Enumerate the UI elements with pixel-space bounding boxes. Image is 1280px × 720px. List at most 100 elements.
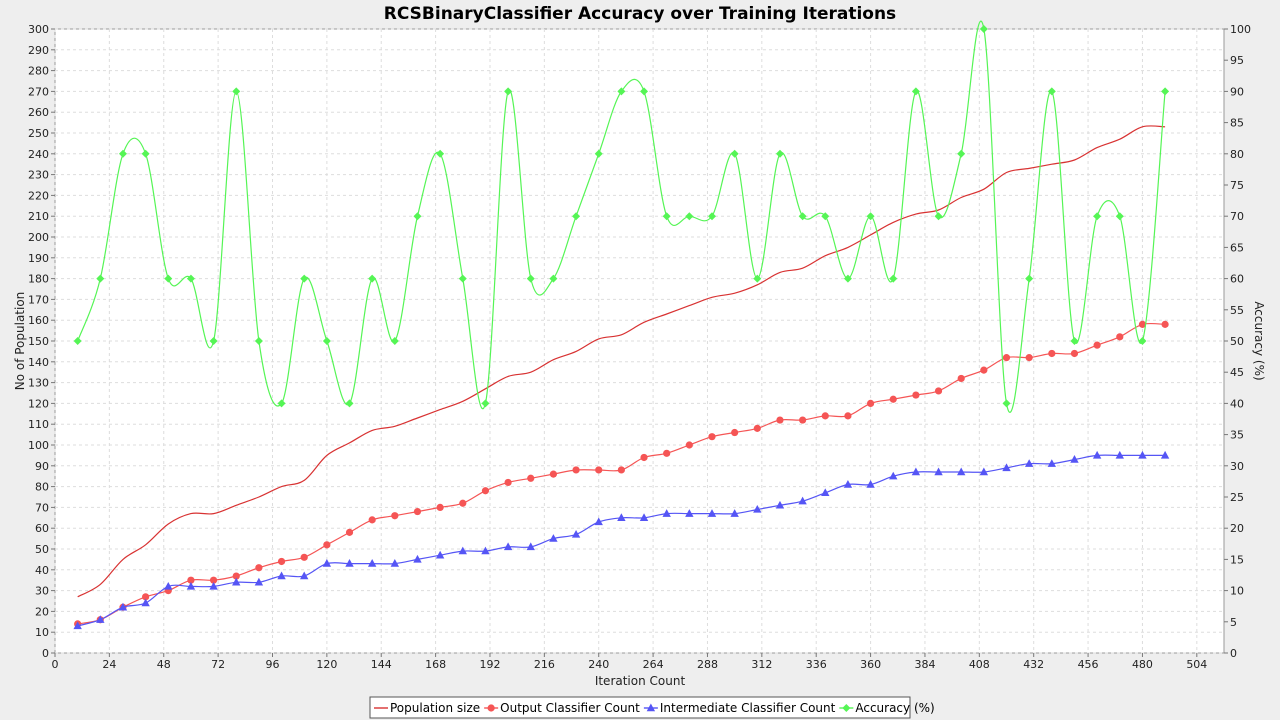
data-point xyxy=(640,87,649,96)
y-axis-left: 0 10 20 30 40 50 60 70 80 90 100 110 120 130 140 150 160… xyxy=(28,23,55,660)
x-tick-label: 144 xyxy=(371,658,392,671)
data-point xyxy=(277,571,286,580)
y-axis-right-label: Accuracy (%) xyxy=(1252,301,1266,380)
data-point xyxy=(391,512,399,520)
x-tick-label: 360 xyxy=(860,658,881,671)
legend-marker xyxy=(646,703,656,712)
y-tick-label: 90 xyxy=(35,460,49,473)
series-0 xyxy=(77,125,1166,598)
y-tick-label: 60 xyxy=(35,522,49,535)
x-tick-label: 96 xyxy=(265,658,279,671)
data-point xyxy=(255,564,263,572)
y-right-tick-label: 0 xyxy=(1230,647,1237,660)
data-point xyxy=(685,509,694,517)
data-point xyxy=(730,149,739,158)
legend-label: Population size xyxy=(390,701,480,715)
y-right-tick-label: 55 xyxy=(1230,304,1244,317)
series-group xyxy=(73,20,1170,630)
data-point xyxy=(322,337,331,345)
y-right-tick-label: 5 xyxy=(1230,616,1237,629)
data-point xyxy=(843,480,853,488)
y-tick-label: 150 xyxy=(28,335,49,348)
data-point xyxy=(367,559,377,567)
y-tick-label: 40 xyxy=(35,564,49,577)
y-tick-label: 70 xyxy=(35,501,49,514)
y-tick-label: 120 xyxy=(28,397,49,410)
x-tick-label: 24 xyxy=(102,658,116,671)
x-tick-label: 336 xyxy=(806,658,827,671)
x-tick-label: 432 xyxy=(1023,658,1044,671)
y-right-tick-label: 100 xyxy=(1230,23,1251,36)
y-tick-label: 230 xyxy=(28,169,49,182)
data-point xyxy=(526,542,535,551)
x-tick-label: 264 xyxy=(643,658,664,671)
data-point xyxy=(254,337,263,345)
data-point xyxy=(1093,212,1102,221)
y-right-tick-label: 60 xyxy=(1230,273,1244,286)
data-point xyxy=(300,553,308,561)
data-point xyxy=(821,412,829,420)
y-tick-label: 100 xyxy=(28,439,49,452)
series-1 xyxy=(74,320,1169,628)
x-tick-label: 384 xyxy=(914,658,935,671)
data-point xyxy=(436,149,445,158)
series-line xyxy=(77,125,1166,598)
data-point xyxy=(345,399,354,408)
data-point xyxy=(73,621,82,630)
y-right-tick-label: 50 xyxy=(1230,335,1244,348)
data-point xyxy=(753,424,761,432)
data-point xyxy=(549,274,558,283)
x-tick-label: 504 xyxy=(1186,658,1207,671)
data-point xyxy=(594,149,603,158)
x-tick-label: 288 xyxy=(697,658,718,671)
data-point xyxy=(549,470,558,478)
data-point xyxy=(1138,320,1147,328)
data-point xyxy=(979,467,989,476)
data-point xyxy=(142,593,150,601)
data-point xyxy=(663,449,671,457)
chart-title: RCSBinaryClassifier Accuracy over Traini… xyxy=(384,4,896,24)
y-tick-label: 180 xyxy=(28,273,49,286)
data-point xyxy=(1047,459,1057,467)
x-tick-label: 192 xyxy=(479,658,500,671)
data-point xyxy=(1115,450,1124,459)
y-tick-label: 190 xyxy=(28,252,49,265)
data-point xyxy=(866,480,875,488)
data-point xyxy=(232,572,240,580)
data-point xyxy=(322,559,332,567)
data-point xyxy=(1070,337,1079,345)
data-point xyxy=(118,149,127,158)
data-point xyxy=(323,541,331,549)
data-point xyxy=(799,416,807,424)
data-point xyxy=(1025,354,1033,362)
data-point xyxy=(209,581,218,590)
data-point xyxy=(141,598,150,607)
data-point xyxy=(821,212,830,221)
data-point xyxy=(844,412,852,420)
data-point xyxy=(934,467,943,476)
y-tick-label: 20 xyxy=(35,605,49,618)
x-tick-label: 48 xyxy=(157,658,171,671)
data-point xyxy=(368,274,377,283)
y-tick-label: 30 xyxy=(35,585,49,598)
y-tick-label: 200 xyxy=(28,231,49,244)
data-point xyxy=(277,399,286,408)
data-point xyxy=(527,474,535,482)
data-point xyxy=(821,488,830,497)
data-point xyxy=(707,509,717,517)
data-point xyxy=(413,507,422,516)
data-point xyxy=(526,274,535,283)
data-point xyxy=(1070,455,1079,463)
data-point xyxy=(186,581,196,590)
data-point xyxy=(345,559,354,567)
data-point xyxy=(594,517,603,526)
x-tick-label: 312 xyxy=(751,658,772,671)
legend-marker xyxy=(842,704,851,712)
data-point xyxy=(889,274,898,283)
data-point xyxy=(1002,463,1011,472)
data-point xyxy=(186,274,195,283)
data-point xyxy=(911,467,921,476)
y-right-tick-label: 85 xyxy=(1230,117,1244,130)
data-point xyxy=(413,554,422,563)
